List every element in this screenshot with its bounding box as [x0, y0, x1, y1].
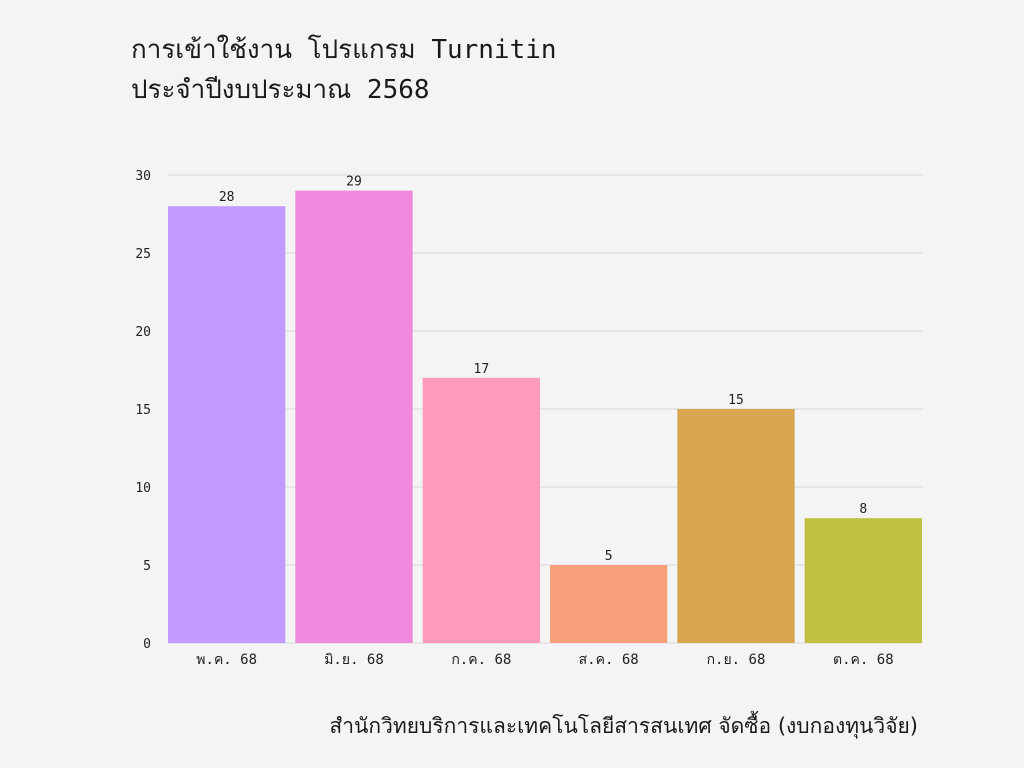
data-label: 28 [219, 190, 235, 205]
y-tick-label: 30 [135, 169, 151, 184]
y-tick-label: 10 [135, 481, 151, 496]
y-tick-label: 25 [135, 247, 151, 262]
x-tick-label: ส.ค. 68 [579, 652, 639, 668]
gridlines [168, 174, 922, 644]
x-tick-label: ต.ค. 68 [833, 652, 894, 668]
bar [295, 190, 413, 643]
y-tick-label: 0 [143, 637, 151, 652]
y-tick-label: 15 [135, 403, 151, 418]
chart-title-line-2: ประจำปีงบประมาณ 2568 [131, 75, 430, 105]
x-tick-label: มิ.ย. 68 [324, 652, 384, 668]
data-label: 15 [728, 393, 744, 408]
bar [677, 409, 795, 643]
chart-title: การเข้าใช้งาน โปรแกรม Turnitin ประจำปีงบ… [131, 30, 557, 110]
x-axis-ticks: พ.ค. 68 มิ.ย. 68 ก.ค. 68 ส.ค. 68 ก.ย. 68 ต.ค.… [196, 652, 893, 668]
chart-title-line-1: การเข้าใช้งาน โปรแกรม Turnitin [131, 35, 557, 65]
y-tick-label: 20 [135, 325, 151, 340]
data-label: 5 [605, 549, 613, 564]
data-label: 8 [859, 502, 867, 517]
bar [168, 206, 286, 643]
bar [804, 518, 922, 643]
bar [550, 565, 668, 643]
y-tick-label: 5 [143, 559, 151, 574]
data-label: 17 [474, 362, 490, 377]
bars [168, 190, 922, 643]
data-labels: 28 29 17 5 15 8 [219, 175, 867, 564]
bar [422, 377, 540, 643]
y-axis-ticks: 0 5 10 15 20 25 30 [135, 169, 151, 652]
chart-caption: สำนักวิทยบริการและเทคโนโลยีสารสนเทศ จัดซ… [329, 714, 918, 738]
x-tick-label: ก.ค. 68 [451, 652, 511, 668]
x-tick-label: ก.ย. 68 [707, 652, 766, 668]
x-tick-label: พ.ค. 68 [196, 652, 257, 668]
data-label: 29 [346, 175, 362, 190]
